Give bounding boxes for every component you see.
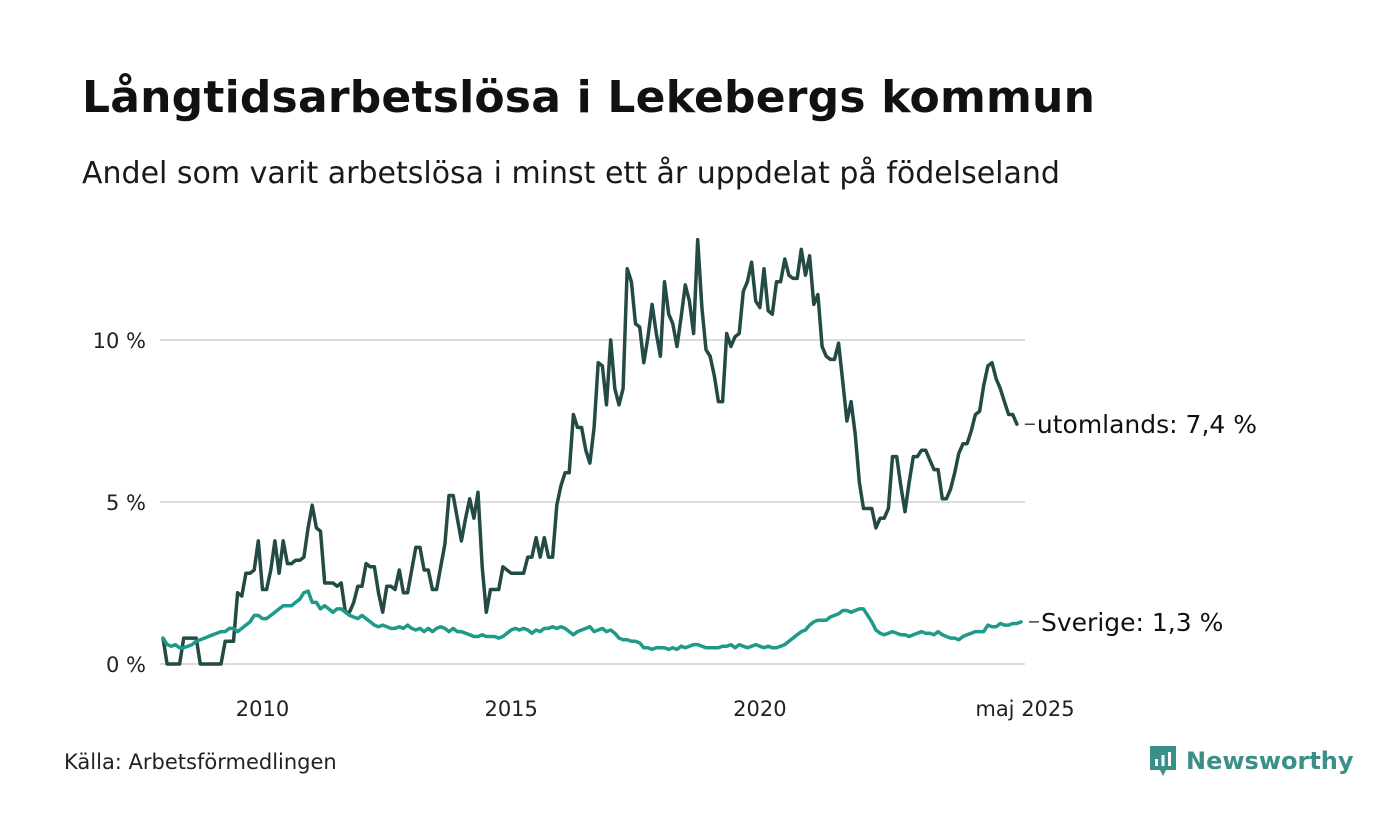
source-note: Källa: Arbetsförmedlingen: [64, 750, 337, 774]
x-tick-label: maj 2025: [975, 697, 1074, 721]
y-tick-label: 0 %: [106, 653, 146, 677]
series-line-utomlands: [161, 237, 1019, 666]
y-tick-label: 5 %: [106, 491, 146, 515]
y-axis-ticks: 0 % 5 % 10 %: [93, 329, 146, 677]
x-axis-ticks: 2010 2015 2020 maj 2025: [236, 697, 1075, 721]
newsworthy-logo-icon: [1150, 746, 1176, 776]
grid-lines: [160, 339, 1025, 665]
chart-subtitle: Andel som varit arbetslösa i minst ett å…: [82, 156, 1060, 191]
series-end-label: utomlands: 7,4 %: [1037, 410, 1257, 439]
series-line-sverige: [161, 589, 1023, 652]
series-end-labels: utomlands: 7,4 % Sverige: 1,3 %: [1024, 410, 1257, 637]
x-tick-label: 2010: [236, 697, 289, 721]
series-lines: [161, 237, 1023, 666]
chart-title: Långtidsarbetslösa i Lekebergs kommun: [82, 72, 1096, 123]
x-tick-label: 2020: [733, 697, 786, 721]
y-tick-label: 10 %: [93, 329, 146, 353]
brand-name: Newsworthy: [1186, 747, 1354, 775]
brand[interactable]: Newsworthy: [1148, 744, 1354, 778]
series-end-label: Sverige: 1,3 %: [1041, 608, 1223, 637]
x-tick-label: 2015: [484, 697, 537, 721]
